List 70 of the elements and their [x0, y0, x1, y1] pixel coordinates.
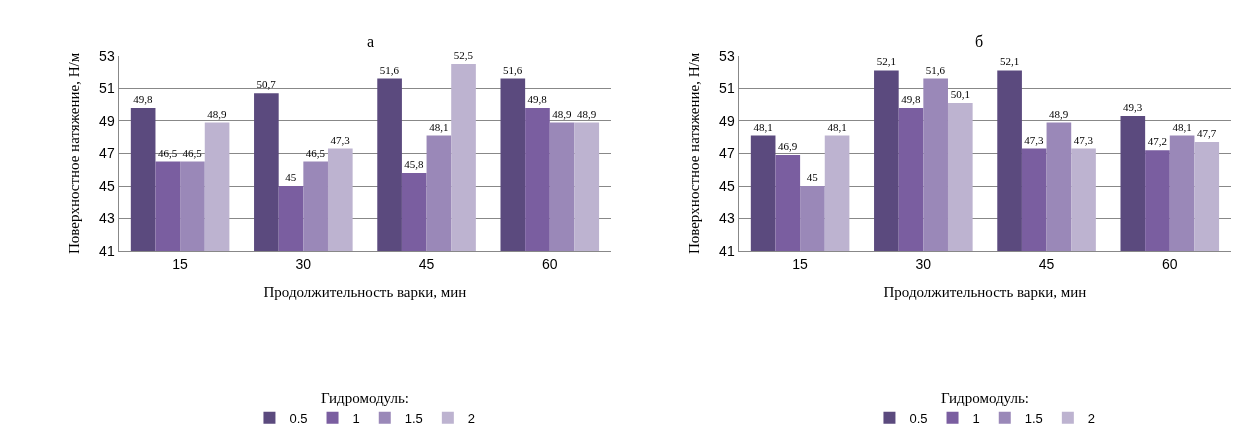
data-label: 51,6: [502, 63, 523, 76]
legend-label: 1.5: [404, 410, 423, 426]
data-label: 45: [806, 171, 819, 183]
chart-title: а: [367, 33, 375, 50]
data-label: 49,3: [1122, 101, 1143, 114]
legend-title: Гидромодуль:: [320, 389, 409, 406]
data-label: 47,3: [1073, 133, 1094, 146]
data-label: 46,5: [182, 146, 203, 159]
x-tick-label: 60: [1162, 255, 1178, 272]
chart-title: б: [975, 33, 984, 50]
data-label: 48,1: [1172, 120, 1192, 133]
x-tick-label: 15: [792, 255, 809, 272]
y-axis-title: Поверхностное натяжение, Н/м: [66, 52, 83, 255]
x-tick-label: 60: [542, 255, 558, 272]
data-label: 49,8: [901, 92, 921, 105]
data-label: 47,2: [1147, 135, 1168, 148]
y-tick-label: 51: [719, 80, 735, 97]
y-axis-title: Поверхностное натяжение, Н/м: [686, 52, 703, 255]
x-axis-title: Продолжительность варки, мин: [883, 283, 1087, 300]
data-label: 49,8: [133, 92, 154, 105]
data-label: 48,9: [207, 107, 227, 120]
y-tick-label: 47: [99, 145, 115, 162]
data-label: 46,9: [777, 140, 798, 153]
data-label: 48,1: [827, 120, 847, 133]
y-tick-label: 45: [719, 177, 735, 194]
x-tick-label: 45: [418, 255, 435, 272]
legend-label: 2: [1087, 410, 1096, 426]
legend-label: 1: [972, 410, 980, 426]
data-label: 45: [285, 171, 297, 183]
data-label: 51,6: [925, 63, 946, 76]
data-label: 50,7: [256, 78, 277, 91]
data-label: 47,3: [1024, 133, 1045, 146]
y-tick-label: 47: [719, 145, 735, 162]
legend-label: 0.5: [909, 410, 928, 426]
data-label: 48,1: [429, 120, 449, 133]
data-label: 48,9: [552, 107, 572, 120]
data-label: 52,5: [453, 48, 474, 61]
data-label: 52,1: [876, 55, 896, 68]
data-label: 46,5: [157, 146, 178, 159]
legend-label: 0.5: [289, 410, 308, 426]
data-label: 48,1: [753, 120, 773, 133]
data-label: 45,8: [404, 157, 425, 170]
y-tick-label: 41: [99, 243, 115, 259]
x-tick-label: 30: [915, 255, 932, 272]
x-tick-label: 30: [295, 255, 312, 272]
legend-label: 1.5: [1024, 410, 1043, 426]
legend-label: 1: [352, 410, 360, 426]
x-tick-label: 45: [1038, 255, 1055, 272]
y-tick-label: 53: [99, 47, 115, 64]
data-label: 46,5: [305, 146, 326, 159]
data-label: 47,7: [1196, 127, 1217, 140]
data-label: 48,9: [576, 107, 597, 120]
y-tick-label: 49: [99, 112, 115, 129]
y-tick-label: 43: [99, 210, 115, 227]
x-tick-label: 15: [172, 255, 189, 272]
y-tick-label: 53: [719, 47, 735, 64]
legend-label: 2: [467, 410, 476, 426]
data-label: 47,3: [330, 133, 351, 146]
legend-title: Гидромодуль:: [940, 389, 1029, 406]
y-tick-label: 41: [719, 243, 735, 259]
y-tick-label: 51: [99, 80, 115, 97]
y-tick-label: 49: [719, 112, 735, 129]
data-label: 51,6: [379, 63, 400, 76]
x-axis-title: Продолжительность варки, мин: [263, 283, 467, 300]
y-tick-label: 43: [719, 210, 735, 227]
data-label: 50,1: [950, 88, 970, 100]
data-label: 52,1: [999, 55, 1020, 68]
y-tick-label: 45: [99, 177, 115, 194]
data-label: 48,9: [1049, 107, 1069, 120]
data-label: 49,8: [527, 92, 548, 105]
